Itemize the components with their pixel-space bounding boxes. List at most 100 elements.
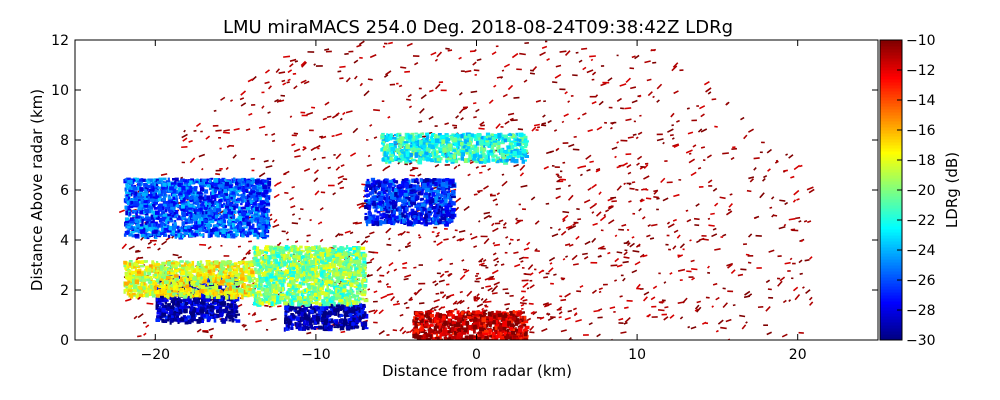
noise-dash bbox=[331, 134, 335, 138]
ldr-cell bbox=[124, 230, 130, 235]
ldr-cell bbox=[170, 219, 174, 223]
ldr-cell bbox=[408, 204, 412, 208]
ldr-cell bbox=[309, 325, 313, 329]
ldr-cell bbox=[230, 197, 233, 200]
ldr-cell bbox=[392, 190, 396, 196]
noise-dash bbox=[682, 297, 688, 304]
ldr-cell bbox=[159, 232, 165, 235]
noise-dash bbox=[476, 58, 482, 62]
ldr-cell bbox=[375, 206, 378, 211]
ldr-cell bbox=[229, 188, 234, 193]
noise-dash bbox=[458, 92, 463, 96]
noise-dash bbox=[317, 147, 320, 150]
ldr-cell bbox=[225, 232, 228, 236]
noise-dash bbox=[549, 262, 553, 265]
ldr-cell bbox=[300, 323, 304, 326]
noise-dash bbox=[629, 242, 635, 248]
ldr-cell bbox=[178, 307, 181, 313]
ldr-cell bbox=[198, 211, 202, 215]
noise-dash bbox=[201, 167, 204, 171]
ldr-cell bbox=[148, 225, 151, 230]
noise-dash bbox=[643, 175, 650, 180]
noise-dash bbox=[701, 235, 707, 237]
ldr-cell bbox=[218, 297, 223, 302]
noise-dash bbox=[558, 316, 562, 319]
noise-dash bbox=[356, 240, 360, 244]
noise-dash bbox=[261, 105, 265, 109]
ldr-cell bbox=[232, 222, 235, 228]
ldr-cell bbox=[151, 197, 155, 200]
ldr-cell bbox=[139, 178, 144, 183]
ldr-cell bbox=[194, 224, 199, 230]
ldr-cell bbox=[227, 218, 232, 223]
noise-dash bbox=[345, 110, 353, 114]
ldr-cell bbox=[370, 197, 375, 202]
ldr-cell bbox=[202, 196, 206, 201]
noise-dash bbox=[749, 178, 755, 183]
noise-dash bbox=[209, 334, 214, 338]
noise-dash bbox=[707, 179, 713, 184]
ldr-cell bbox=[201, 184, 205, 187]
ldr-cell bbox=[215, 231, 220, 236]
ldr-cell bbox=[349, 324, 354, 330]
noise-dash bbox=[591, 100, 597, 105]
noise-dash bbox=[673, 90, 679, 95]
ldr-cell bbox=[405, 196, 411, 200]
ldr-cell bbox=[182, 298, 186, 303]
noise-dash bbox=[631, 99, 638, 104]
ldr-cell bbox=[208, 187, 212, 191]
ldr-cell bbox=[182, 234, 185, 238]
noise-dash bbox=[523, 247, 530, 251]
ldr-cell bbox=[212, 228, 216, 233]
ldr-cell bbox=[227, 295, 231, 299]
ldr-cell bbox=[187, 218, 190, 222]
noise-dash bbox=[722, 152, 729, 155]
ldr-cell bbox=[429, 204, 432, 207]
ldr-cell bbox=[225, 193, 229, 199]
ldr-cell bbox=[376, 205, 380, 209]
ldr-cell bbox=[383, 197, 387, 201]
ldr-cell bbox=[169, 203, 173, 207]
noise-dash bbox=[456, 238, 462, 242]
noise-dash bbox=[622, 260, 629, 264]
ldr-cell bbox=[166, 213, 171, 216]
noise-dash bbox=[454, 197, 462, 203]
noise-dash bbox=[568, 143, 575, 148]
ldr-cell bbox=[434, 182, 438, 187]
ldr-cell bbox=[284, 317, 288, 321]
noise-dash bbox=[338, 233, 342, 237]
noise-dash bbox=[636, 283, 641, 289]
ldr-cell bbox=[177, 183, 182, 187]
ldr-cell bbox=[169, 306, 175, 311]
ldr-cell bbox=[392, 181, 395, 186]
noise-dash bbox=[632, 133, 637, 136]
ldr-cell bbox=[353, 322, 356, 326]
ldr-cell bbox=[410, 215, 414, 219]
noise-dash bbox=[651, 305, 657, 308]
ldr-cell bbox=[352, 317, 356, 320]
noise-dash bbox=[552, 81, 558, 84]
ldr-cell bbox=[251, 206, 255, 210]
noise-dash bbox=[476, 272, 480, 275]
ldr-cell bbox=[242, 231, 246, 235]
noise-dash bbox=[438, 279, 445, 283]
ldr-cell bbox=[138, 183, 141, 186]
ldr-cell bbox=[191, 205, 196, 208]
noise-dash bbox=[413, 266, 417, 269]
ldr-cell bbox=[337, 324, 340, 329]
ldr-cell bbox=[326, 322, 331, 325]
ldr-cell bbox=[174, 190, 178, 194]
noise-dash bbox=[247, 251, 251, 255]
ldr-cell bbox=[242, 220, 247, 226]
ldr-cell bbox=[410, 204, 413, 207]
ldr-cell bbox=[239, 228, 243, 232]
ldr-cell bbox=[216, 203, 219, 209]
ldr-cell bbox=[240, 182, 246, 186]
ldr-cell bbox=[221, 319, 226, 324]
ldr-cell bbox=[206, 298, 211, 302]
noise-dash bbox=[614, 155, 617, 159]
ldr-cell bbox=[216, 234, 220, 238]
noise-dash bbox=[695, 203, 700, 207]
ldr-cell bbox=[216, 285, 221, 289]
noise-dash bbox=[444, 228, 448, 230]
